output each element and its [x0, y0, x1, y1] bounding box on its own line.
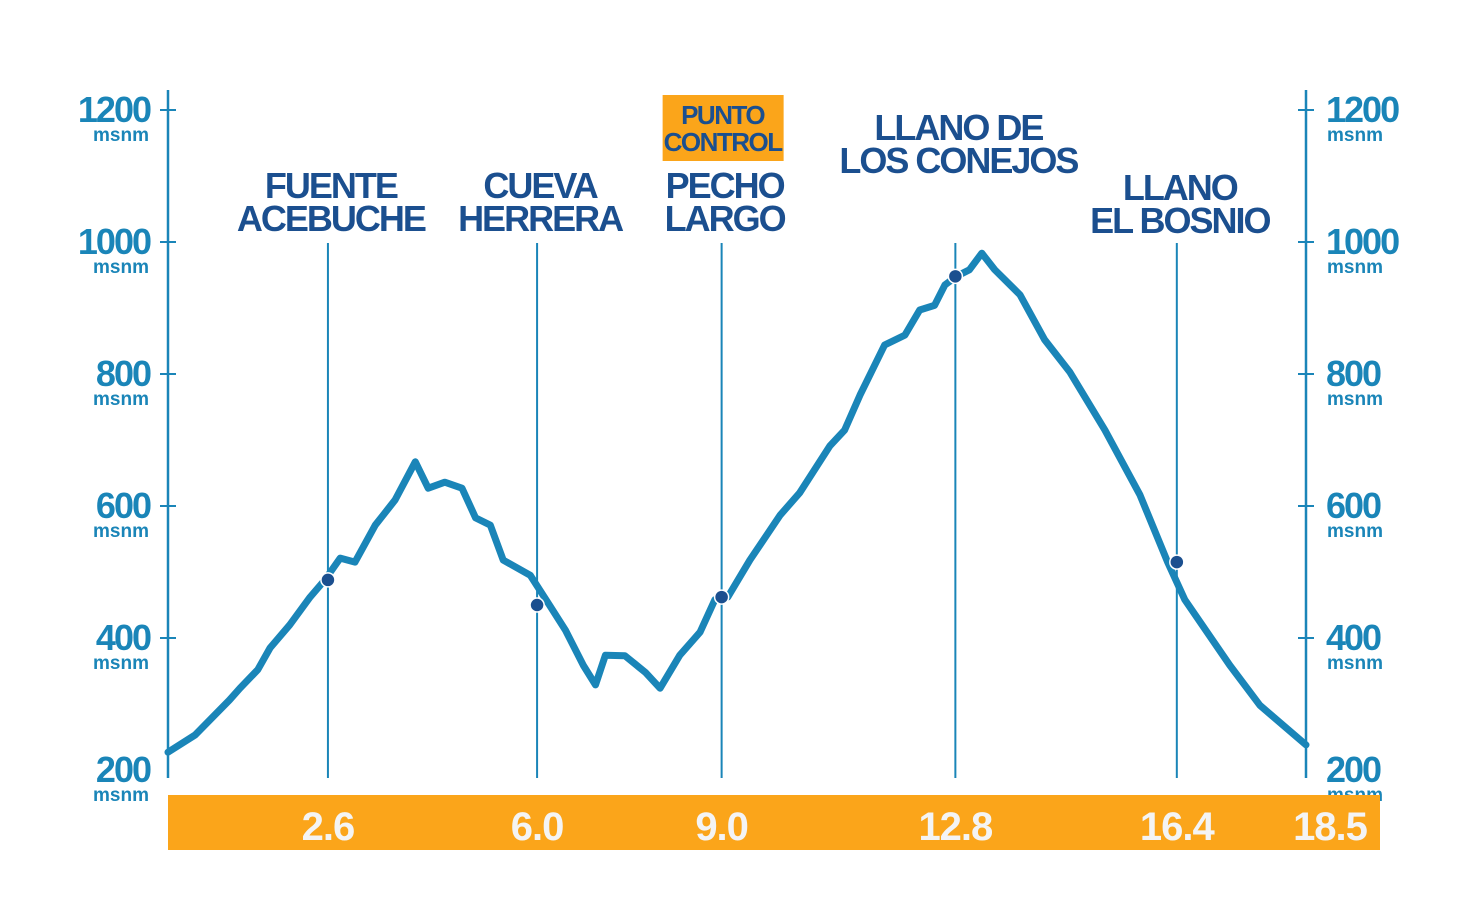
- right-y-unit-label: msnm: [1327, 521, 1383, 542]
- waypoint-label: ACEBUCHE: [237, 198, 426, 239]
- waypoint-label: LARGO: [665, 198, 786, 239]
- waypoint-marker: [530, 598, 544, 612]
- x-tick-label: 9.0: [695, 805, 748, 849]
- right-y-unit-label: msnm: [1327, 653, 1383, 674]
- right-y-tick-label: 600: [1326, 485, 1381, 526]
- left-y-tick-label: 400: [96, 617, 151, 658]
- x-tick-label: 18.5: [1293, 805, 1368, 849]
- right-y-tick-label: 1200: [1326, 89, 1399, 130]
- waypoint-marker: [1170, 555, 1184, 569]
- right-y-unit-label: msnm: [1327, 257, 1383, 278]
- left-y-tick-label: 1200: [78, 89, 151, 130]
- elevation-line: [168, 253, 1306, 752]
- waypoint-marker: [715, 590, 729, 604]
- x-tick-label: 6.0: [511, 805, 564, 849]
- waypoint-marker: [948, 269, 962, 283]
- right-y-unit-label: msnm: [1327, 389, 1383, 410]
- waypoint-label: HERRERA: [458, 198, 624, 239]
- right-y-tick-label: 400: [1326, 617, 1381, 658]
- x-tick-label: 16.4: [1140, 805, 1216, 849]
- left-y-unit-label: msnm: [93, 785, 149, 806]
- waypoint-marker: [321, 573, 335, 587]
- checkpoint-badge-text: CONTROL: [664, 127, 784, 157]
- left-y-unit-label: msnm: [93, 257, 149, 278]
- left-y-unit-label: msnm: [93, 653, 149, 674]
- waypoint-label: EL BOSNIO: [1090, 200, 1270, 241]
- left-y-unit-label: msnm: [93, 125, 149, 146]
- left-y-unit-label: msnm: [93, 389, 149, 410]
- right-y-tick-label: 200: [1326, 749, 1381, 790]
- waypoint-label: LOS CONEJOS: [839, 140, 1078, 181]
- x-tick-label: 2.6: [302, 805, 355, 849]
- left-y-unit-label: msnm: [93, 521, 149, 542]
- right-y-unit-label: msnm: [1327, 125, 1383, 146]
- right-y-tick-label: 1000: [1326, 221, 1399, 262]
- left-y-tick-label: 200: [96, 749, 151, 790]
- right-y-tick-label: 800: [1326, 353, 1381, 394]
- left-y-tick-label: 600: [96, 485, 151, 526]
- left-y-tick-label: 800: [96, 353, 151, 394]
- checkpoint-badge-text: PUNTO: [681, 100, 765, 130]
- left-y-tick-label: 1000: [78, 221, 151, 262]
- x-tick-label: 12.8: [918, 805, 993, 849]
